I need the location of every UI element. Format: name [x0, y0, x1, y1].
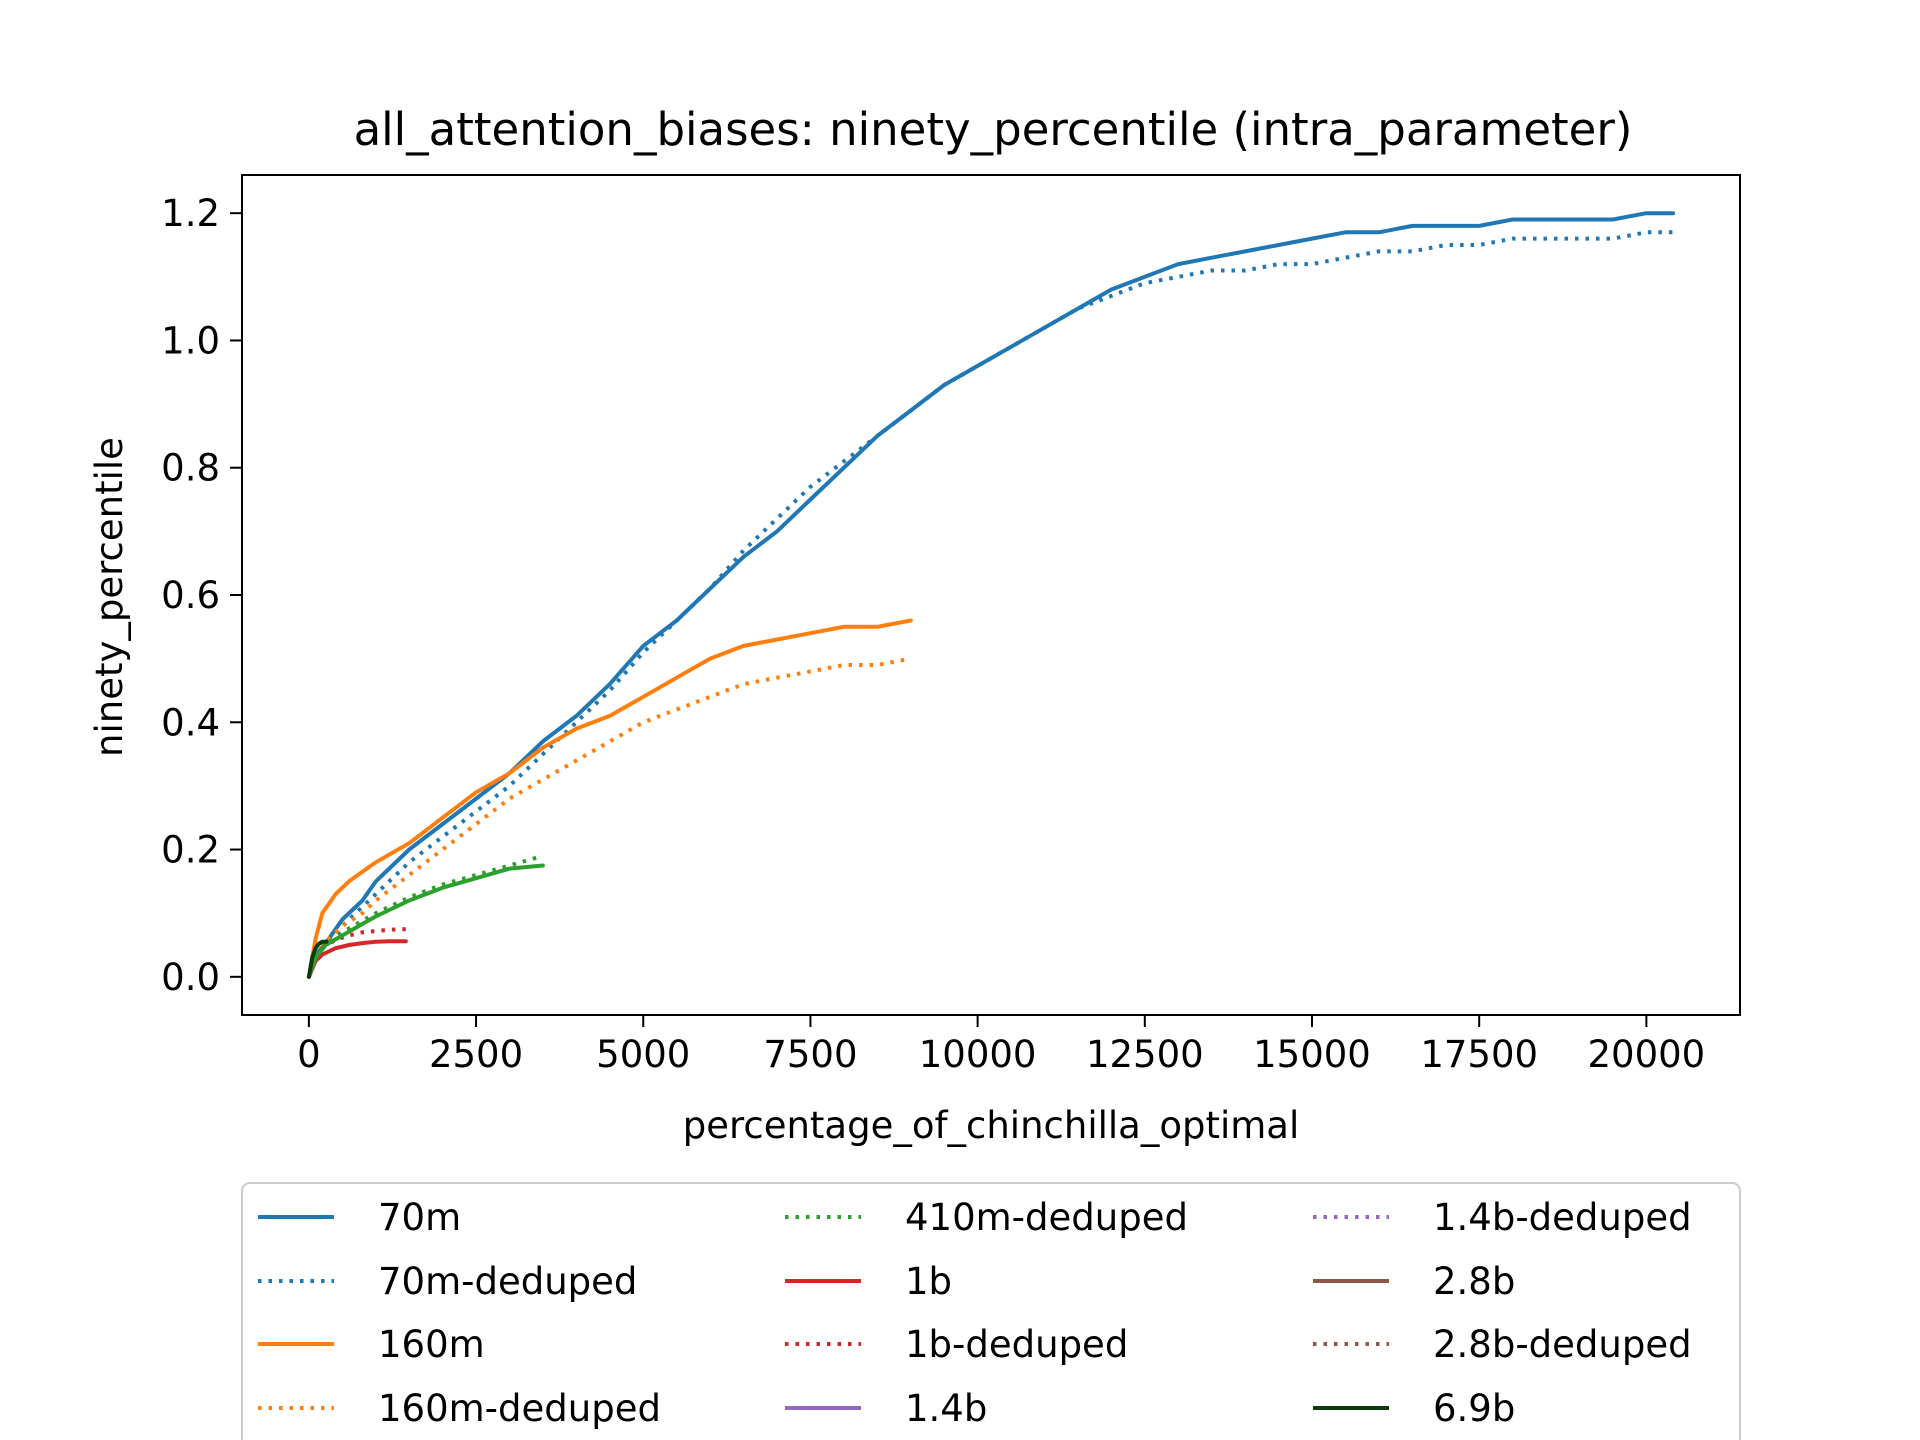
series-line-160m — [306, 618, 913, 979]
legend-label: 410m-deduped — [905, 1196, 1188, 1239]
x-tick-label: 12500 — [1086, 1033, 1204, 1076]
legend-label: 1b — [905, 1260, 952, 1303]
series-line-410m-deduped — [307, 853, 544, 978]
legend-item: 70m — [258, 1196, 461, 1239]
legend-items: 70m 70m-deduped 160m 160m-deduped 410m-dedup… — [258, 1196, 1692, 1430]
legend-item: 1b — [785, 1260, 952, 1303]
legend-label: 160m — [378, 1323, 485, 1366]
y-tick-label: 0.2 — [161, 829, 220, 872]
legend-label: 70m-deduped — [378, 1260, 637, 1303]
y-tick-label: 0.6 — [161, 574, 220, 617]
legend-item: 70m-deduped — [258, 1260, 637, 1303]
y-tick-label: 1.2 — [161, 192, 220, 235]
x-axis-ticks: 0 2500 5000 7500 10000 12500 15000 17500 20000 — [297, 1015, 1705, 1076]
legend-label: 1.4b-deduped — [1433, 1196, 1692, 1239]
x-tick-label: 0 — [297, 1033, 321, 1076]
x-tick-label: 15000 — [1253, 1033, 1371, 1076]
x-tick-label: 5000 — [596, 1033, 690, 1076]
series-line-160m-deduped — [307, 656, 912, 978]
x-axis-label: percentage_of_chinchilla_optimal — [683, 1104, 1300, 1147]
legend-label: 1.4b — [905, 1387, 987, 1430]
series-line-6-9b — [306, 939, 329, 979]
legend-frame — [241, 1182, 1741, 1440]
series-line-70m-deduped — [307, 230, 1674, 978]
legend-item: 160m-deduped — [258, 1387, 661, 1430]
y-tick-label: 0.0 — [161, 956, 220, 999]
series-layer — [306, 211, 1676, 979]
legend-item: 1.4b — [785, 1387, 987, 1430]
legend-item: 6.9b — [1313, 1387, 1515, 1430]
legend-item: 410m-deduped — [785, 1196, 1188, 1239]
series-line-410m — [306, 863, 545, 979]
legend-label: 70m — [378, 1196, 461, 1239]
legend-item: 1.4b-deduped — [1313, 1196, 1692, 1239]
y-axis-ticks: 0.0 0.2 0.4 0.6 0.8 1.0 1.2 — [161, 192, 242, 999]
legend-label: 160m-deduped — [378, 1387, 661, 1430]
x-tick-label: 20000 — [1588, 1033, 1706, 1076]
legend-label: 2.8b — [1433, 1260, 1515, 1303]
chart-title: all_attention_biases: ninety_percentile … — [354, 103, 1633, 156]
y-axis-label: ninety_percentile — [88, 437, 131, 757]
y-tick-label: 0.8 — [161, 447, 220, 490]
legend-item: 2.8b-deduped — [1313, 1323, 1692, 1366]
x-tick-label: 17500 — [1420, 1033, 1538, 1076]
x-tick-label: 10000 — [919, 1033, 1037, 1076]
legend-item: 1b-deduped — [785, 1323, 1128, 1366]
y-tick-label: 0.4 — [161, 701, 220, 744]
legend-label: 2.8b-deduped — [1433, 1323, 1692, 1366]
x-tick-label: 2500 — [429, 1033, 523, 1076]
x-tick-label: 7500 — [763, 1033, 857, 1076]
legend-item: 160m — [258, 1323, 485, 1366]
legend-label: 6.9b — [1433, 1387, 1515, 1430]
legend-label: 1b-deduped — [905, 1323, 1128, 1366]
series-line-1b — [306, 939, 408, 979]
y-tick-label: 1.0 — [161, 319, 220, 362]
legend-item: 2.8b — [1313, 1260, 1515, 1303]
legend: 70m 70m-deduped 160m 160m-deduped 410m-dedup… — [241, 1182, 1741, 1440]
